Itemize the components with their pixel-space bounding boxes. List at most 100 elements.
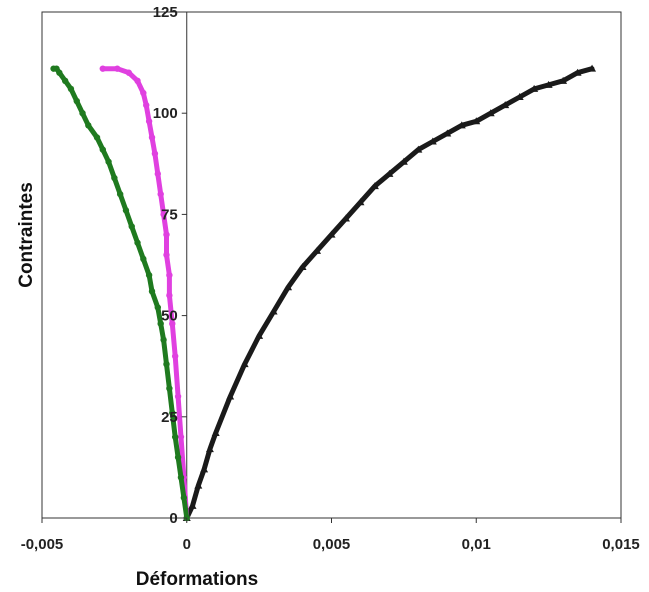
data-point <box>226 392 235 400</box>
data-point <box>140 89 147 97</box>
data-point <box>327 230 336 238</box>
data-point <box>544 80 553 88</box>
data-point <box>145 118 153 125</box>
data-point <box>163 251 170 259</box>
data-point <box>134 77 141 85</box>
data-point <box>284 283 293 291</box>
data-point <box>177 433 185 441</box>
data-point <box>160 336 167 344</box>
data-point <box>171 352 179 360</box>
data-point <box>486 109 495 117</box>
y-tick-label: 25 <box>161 409 178 426</box>
x-tick-label: 0,01 <box>462 536 491 553</box>
data-point <box>255 331 264 339</box>
data-point <box>370 182 379 190</box>
x-axis-title: Déformations <box>136 569 258 590</box>
data-point <box>163 360 170 368</box>
series-0 <box>182 64 597 521</box>
data-point <box>385 169 394 177</box>
data-point <box>99 146 106 153</box>
y-tick-label: 125 <box>153 4 178 21</box>
data-point <box>177 474 185 481</box>
data-point <box>151 150 159 157</box>
data-point <box>180 494 188 501</box>
data-point <box>67 85 75 93</box>
series-layer <box>50 64 597 522</box>
y-tick-label: 100 <box>153 105 178 122</box>
x-tick-label: 0,015 <box>602 536 640 553</box>
x-tick-label: 0 <box>183 536 191 553</box>
data-point <box>160 211 167 218</box>
data-point <box>61 77 69 85</box>
data-point <box>116 190 124 198</box>
plot-area: 0 25 50 75 100 125 -0,005 0 0,005 0,01 0,015 <box>21 4 640 553</box>
data-point <box>154 170 161 178</box>
series-line <box>184 66 595 521</box>
series-line <box>100 66 190 521</box>
data-point <box>205 445 214 453</box>
data-point <box>114 65 121 72</box>
data-point <box>134 239 141 246</box>
x-tick-label: 0,005 <box>313 536 351 553</box>
data-point <box>111 174 118 182</box>
y-tick-label: 75 <box>161 206 178 223</box>
data-point <box>269 307 278 315</box>
data-point <box>157 320 164 327</box>
data-point <box>414 145 423 153</box>
data-point <box>194 481 203 489</box>
y-tick-label: 50 <box>161 308 178 325</box>
data-point <box>166 292 173 299</box>
data-point <box>443 129 452 137</box>
data-point <box>171 433 179 441</box>
data-point <box>313 246 322 254</box>
data-point <box>163 231 170 238</box>
data-point <box>501 101 510 109</box>
data-point <box>140 255 147 263</box>
series-line <box>51 66 190 521</box>
data-point <box>105 158 112 165</box>
y-ticks: 0 25 50 75 100 125 <box>153 4 187 527</box>
data-point <box>457 121 466 129</box>
data-point <box>166 385 173 392</box>
data-point <box>128 223 135 230</box>
data-point <box>93 134 101 141</box>
series-2 <box>50 65 190 522</box>
data-point <box>157 190 164 198</box>
data-point <box>148 288 156 295</box>
data-point <box>166 271 173 279</box>
data-point <box>169 320 176 327</box>
data-point <box>399 157 408 165</box>
data-point <box>298 263 307 271</box>
data-point <box>428 137 437 145</box>
data-point <box>125 69 133 76</box>
data-point <box>85 122 92 129</box>
data-point <box>515 93 524 101</box>
data-point <box>73 97 80 105</box>
data-point <box>79 110 86 117</box>
data-point <box>99 65 106 72</box>
data-point <box>573 68 582 76</box>
data-point <box>530 84 539 92</box>
data-point <box>174 393 182 400</box>
x-tick-label: -0,005 <box>21 536 64 553</box>
data-point <box>588 64 597 72</box>
y-axis-title: Contraintes <box>16 182 37 288</box>
y-tick-label: 0 <box>169 510 177 527</box>
data-point <box>240 360 249 368</box>
data-point <box>50 65 57 72</box>
data-point <box>188 501 197 509</box>
data-point <box>356 198 365 206</box>
data-point <box>472 117 481 125</box>
data-point <box>148 134 156 141</box>
data-point <box>169 409 176 416</box>
series-1 <box>99 65 190 522</box>
data-point <box>143 101 150 109</box>
data-point <box>211 428 220 436</box>
data-point <box>154 304 161 311</box>
data-point <box>559 76 568 84</box>
data-point <box>200 465 209 473</box>
data-point <box>122 207 130 214</box>
x-ticks: -0,005 0 0,005 0,01 0,015 <box>21 518 640 553</box>
data-point <box>341 214 350 222</box>
